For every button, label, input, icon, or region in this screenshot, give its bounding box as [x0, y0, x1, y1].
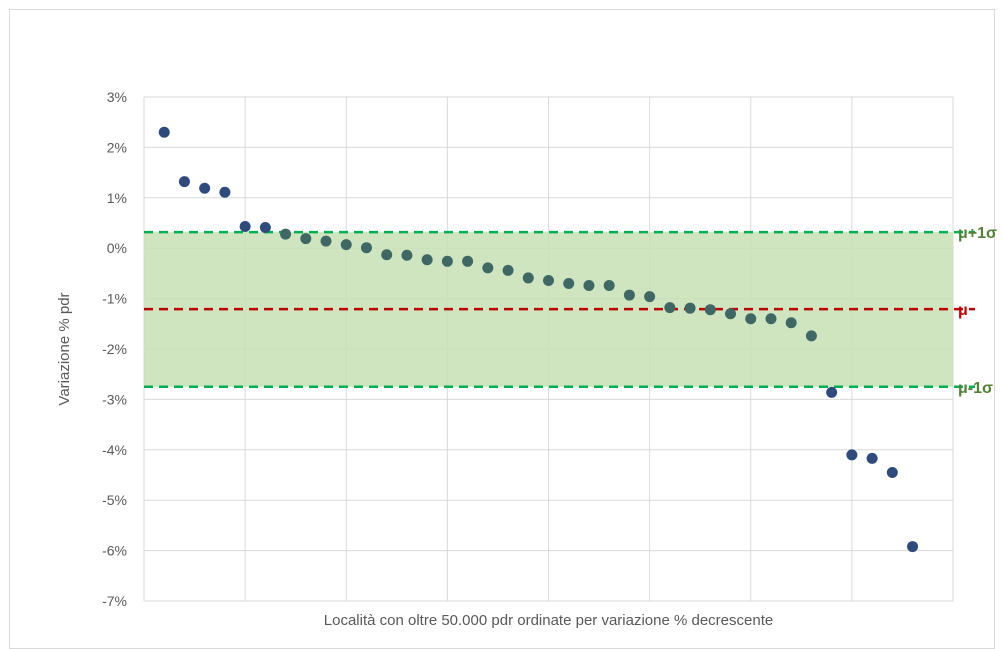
y-tick-label: -3%: [102, 391, 127, 407]
data-point: [846, 449, 858, 461]
data-points: [158, 126, 919, 553]
data-point: [765, 313, 777, 325]
data-point: [603, 279, 615, 291]
data-point: [300, 233, 312, 245]
data-point: [745, 313, 757, 325]
reference-line-label: μ-1σ: [958, 380, 993, 397]
x-axis-title: Località con oltre 50.000 pdr ordinate p…: [324, 612, 773, 629]
data-point: [684, 302, 696, 314]
data-point: [280, 228, 292, 240]
data-point: [907, 541, 919, 553]
data-point: [441, 255, 453, 267]
y-axis-title: Variazione % pdr: [56, 292, 73, 405]
data-point: [583, 279, 595, 291]
data-point: [482, 262, 494, 274]
y-tick-label: -6%: [102, 543, 127, 559]
data-point: [401, 249, 413, 261]
y-axis-tick-labels: 3% 2% 1% 0% -1% -2% -3% -4% -5% -6% -7%: [102, 89, 127, 609]
data-point: [785, 317, 797, 329]
y-tick-label: -2%: [102, 341, 127, 357]
data-point: [199, 182, 211, 194]
data-point: [360, 242, 372, 254]
reference-line-label: μ: [958, 302, 968, 319]
y-tick-label: -5%: [102, 492, 127, 508]
data-point: [320, 235, 332, 247]
data-point: [543, 274, 554, 286]
data-point: [522, 272, 534, 284]
y-tick-label: 1%: [107, 190, 127, 206]
data-point: [563, 277, 575, 289]
data-point: [664, 302, 676, 314]
sigma-band: [144, 232, 953, 387]
data-point: [644, 291, 656, 303]
data-point: [725, 308, 737, 320]
y-tick-label: 2%: [107, 139, 127, 155]
y-tick-label: -4%: [102, 442, 127, 458]
data-point: [421, 254, 433, 266]
data-point: [158, 126, 170, 138]
data-point: [805, 330, 817, 342]
data-point: [239, 221, 251, 233]
reference-line-label: μ+1σ: [958, 225, 997, 242]
data-point: [866, 452, 878, 464]
data-point: [178, 176, 190, 188]
data-point: [623, 289, 635, 301]
y-tick-label: -1%: [102, 291, 127, 307]
data-point: [259, 222, 271, 234]
y-tick-label: 3%: [107, 89, 127, 105]
data-point: [704, 304, 716, 316]
data-point: [381, 249, 393, 261]
data-point: [462, 255, 474, 267]
data-point: [502, 264, 514, 276]
y-tick-label: -7%: [102, 593, 127, 609]
data-point: [886, 466, 898, 478]
data-point: [219, 186, 231, 198]
y-tick-label: 0%: [107, 240, 127, 256]
data-point: [340, 239, 352, 251]
data-point: [826, 386, 838, 398]
